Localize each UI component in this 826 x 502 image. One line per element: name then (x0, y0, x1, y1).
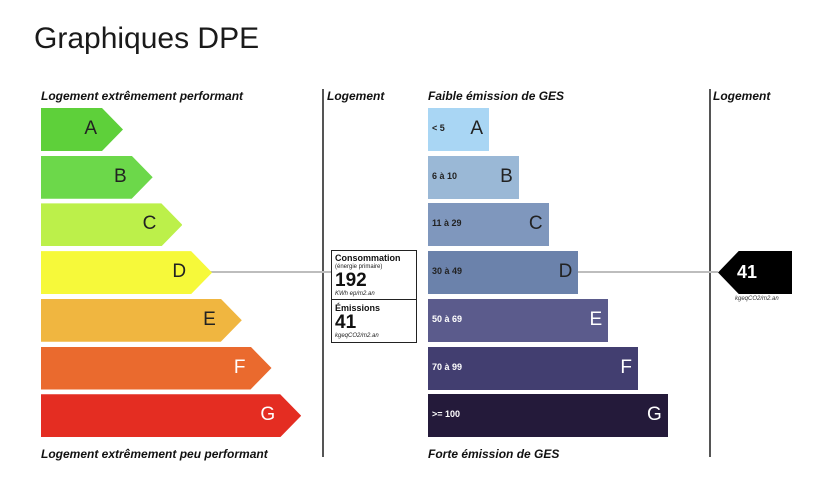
energy-class-letter: C (142, 213, 157, 235)
energy-class-letter: A (84, 118, 97, 139)
energy-class-a-bar: A (41, 108, 123, 151)
emissions-unit: kgeqCO2/m2.an (335, 333, 379, 339)
energy-class-letter: E (203, 308, 216, 330)
energy-header-bottom: Logement extrêmement peu performant (41, 447, 268, 461)
page-title: Graphiques DPE (34, 22, 260, 55)
ges-class-e-bar: 50 à 69 E (428, 298, 609, 342)
energy-column-label: Logement (327, 89, 385, 103)
energy-class-g-bar: G (41, 394, 301, 437)
consumption-unit: KWh ep/m2.an (335, 291, 375, 297)
ges-class-range: >= 100 (432, 409, 461, 420)
energy-class-c-bar: C (41, 203, 182, 246)
energy-class-letter: F (233, 356, 246, 378)
ges-class-g-bar: >= 100 G (428, 394, 668, 438)
ges-current-connector (578, 271, 718, 273)
ges-class-c-bar: 11 à 29 C (428, 203, 549, 247)
energy-current-connector (210, 271, 331, 273)
energy-class-letter: D (172, 261, 187, 283)
ges-column-divider (709, 89, 711, 457)
ges-class-range: 11 à 29 (432, 218, 462, 229)
emissions-title: Émissions (335, 303, 381, 313)
consumption-value: 192 (335, 270, 367, 291)
ges-class-d-bar: 30 à 49 D (428, 251, 579, 295)
energy-class-f-bar: F (41, 347, 272, 390)
consumption-subtitle: (énergie primaire) (335, 264, 383, 270)
ges-class-range: 30 à 49 (432, 266, 463, 277)
energy-class-letter: G (260, 404, 276, 426)
ges-class-range: 50 à 69 (432, 313, 463, 324)
ges-class-a-bar: < 5 A (428, 108, 489, 151)
ges-class-f-bar: 70 à 99 F (428, 346, 638, 390)
ges-class-range: < 5 (432, 123, 445, 133)
energy-class-letter: B (114, 165, 127, 187)
box-divider (332, 299, 416, 300)
ges-column-label: Logement (713, 89, 771, 103)
consumption-title: Consommation (335, 253, 401, 263)
ges-marker-value: 41 (737, 262, 758, 282)
ges-header-bottom: Forte émission de GES (428, 447, 560, 461)
ges-class-letter: C (528, 213, 543, 235)
ges-class-b-bar: 6 à 10 B (428, 155, 519, 199)
energy-header-top: Logement extrêmement performant (41, 89, 244, 103)
ges-class-letter: D (558, 261, 573, 283)
ges-header-top: Faible émission de GES (428, 89, 565, 103)
ges-class-letter: E (589, 308, 603, 330)
energy-class-e-bar: E (41, 299, 242, 342)
ges-class-letter: F (620, 356, 632, 378)
ges-class-letter: G (647, 404, 662, 426)
energy-column-divider (322, 89, 324, 457)
energy-class-b-bar: B (41, 156, 153, 199)
ges-class-range: 70 à 99 (432, 361, 463, 372)
ges-class-letter: B (500, 165, 513, 187)
ges-class-range: 6 à 10 (432, 170, 458, 181)
ges-marker-unit: kgeqCO2/m2.an (735, 296, 779, 302)
energy-class-d-bar: D (41, 251, 212, 294)
energy-values-box: Consommation (énergie primaire) 192 KWh … (331, 250, 417, 343)
emissions-value: 41 (335, 312, 357, 333)
ges-class-letter: A (470, 118, 483, 139)
